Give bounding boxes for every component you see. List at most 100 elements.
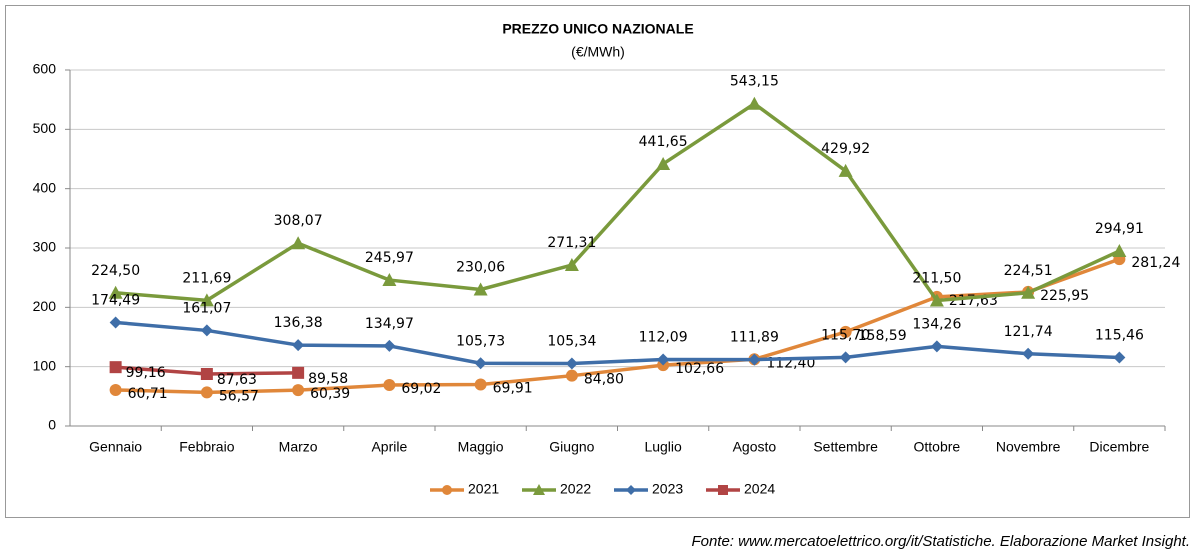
y-tick-label: 400	[33, 179, 57, 195]
data-label: 105,34	[547, 333, 596, 349]
series-line	[115, 101, 1121, 303]
data-point	[474, 378, 487, 391]
data-label: 56,57	[219, 388, 259, 404]
data-point	[1021, 285, 1036, 299]
data-point	[839, 351, 852, 364]
legend-label: 2021	[468, 481, 499, 497]
data-label: 211,50	[912, 271, 961, 287]
x-tick-label: Settembre	[813, 439, 878, 455]
data-point	[292, 366, 305, 379]
data-point	[200, 368, 213, 381]
data-label: 245,97	[365, 250, 414, 266]
data-label: 115,70	[821, 327, 870, 343]
data-point	[473, 282, 488, 296]
data-label: 224,51	[1004, 263, 1053, 279]
data-label: 230,06	[456, 259, 505, 275]
data-label: 136,38	[274, 315, 323, 331]
series-line	[115, 257, 1120, 395]
data-point	[383, 379, 396, 392]
data-label: 211,69	[182, 270, 231, 286]
data-label: 112,09	[639, 329, 688, 345]
data-label: 308,07	[274, 213, 323, 229]
data-point	[200, 324, 213, 337]
x-tick-label: Ottobre	[914, 439, 961, 455]
legend-marker	[626, 485, 636, 495]
data-point	[657, 353, 670, 366]
data-point	[109, 361, 122, 374]
legend-marker	[442, 485, 452, 495]
x-tick-label: Giugno	[549, 439, 594, 455]
data-label: 121,74	[1004, 324, 1053, 340]
chart-border	[5, 5, 1190, 518]
data-point	[748, 353, 761, 366]
legend-marker	[718, 485, 728, 495]
data-point	[109, 316, 122, 329]
series-line	[115, 320, 1120, 366]
data-point	[838, 163, 853, 177]
y-tick-label: 0	[48, 417, 56, 433]
x-tick-label: Dicembre	[1089, 439, 1149, 455]
data-label: 69,02	[401, 381, 441, 397]
x-tick-label: Luglio	[644, 439, 682, 455]
data-label: 69,91	[493, 381, 533, 397]
data-label: 134,26	[912, 316, 961, 332]
legend-label: 2022	[560, 481, 591, 497]
legend-label: 2024	[744, 481, 775, 497]
data-point	[1113, 351, 1126, 364]
data-label: 84,80	[584, 372, 624, 388]
data-label: 429,92	[821, 141, 870, 157]
data-label: 271,31	[547, 235, 596, 251]
data-point	[747, 96, 762, 110]
data-point	[292, 384, 305, 397]
data-label: 158,59	[858, 328, 907, 344]
y-tick-label: 200	[33, 298, 57, 314]
data-label: 225,95	[1040, 288, 1089, 304]
y-tick-label: 300	[33, 239, 57, 255]
data-point	[565, 357, 578, 370]
data-label: 294,91	[1095, 221, 1144, 237]
data-point	[200, 386, 213, 399]
data-point	[383, 339, 396, 352]
x-tick-label: Gennaio	[89, 439, 142, 455]
data-point	[1022, 347, 1035, 360]
data-label: 111,89	[730, 330, 779, 346]
y-tick-label: 600	[33, 61, 57, 77]
x-tick-label: Novembre	[996, 439, 1061, 455]
data-point	[565, 369, 578, 382]
data-point	[108, 285, 123, 299]
data-point	[382, 273, 397, 287]
data-label: 60,71	[128, 386, 168, 402]
data-label: 89,58	[308, 371, 348, 387]
data-label: 102,66	[675, 361, 724, 377]
y-tick-label: 500	[33, 120, 57, 136]
data-point	[839, 325, 852, 338]
data-point	[930, 340, 943, 353]
data-label: 224,50	[91, 263, 140, 279]
data-point	[292, 339, 305, 352]
data-label: 99,16	[126, 365, 166, 381]
data-label: 281,24	[1131, 255, 1180, 271]
data-label: 543,15	[730, 74, 779, 90]
data-point	[109, 383, 122, 396]
data-point	[199, 293, 214, 307]
y-tick-label: 100	[33, 357, 57, 373]
x-tick-label: Agosto	[733, 439, 777, 455]
data-point	[291, 236, 306, 250]
data-point	[656, 156, 671, 170]
data-label: 60,39	[310, 386, 350, 402]
data-label: 115,46	[1095, 327, 1144, 343]
x-tick-label: Maggio	[458, 439, 504, 455]
data-label: 161,07	[182, 300, 231, 316]
legend-label: 2023	[652, 481, 683, 497]
data-label: 134,97	[365, 316, 414, 332]
data-label: 87,63	[217, 372, 257, 388]
data-point	[564, 258, 579, 272]
data-point	[474, 357, 487, 370]
data-point	[929, 293, 944, 307]
chart-subtitle: (€/MWh)	[571, 44, 625, 60]
x-tick-label: Aprile	[371, 439, 407, 455]
chart-title: PREZZO UNICO NAZIONALE	[502, 21, 693, 37]
source-note: Fonte: www.mercatoelettrico.org/it/Stati…	[691, 533, 1190, 550]
